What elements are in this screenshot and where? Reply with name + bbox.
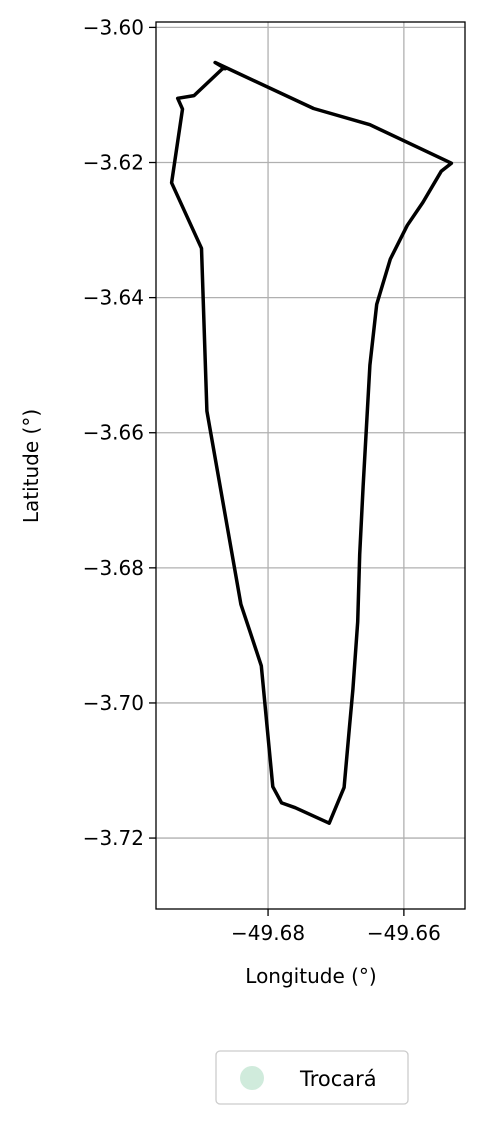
legend-marker-trocara bbox=[240, 1066, 264, 1090]
axis-ticks: −49.68 −49.66 −3.60 −3.62 −3.64 −3.66 −3.68 −3.… bbox=[83, 15, 441, 945]
y-tick-label-1: −3.62 bbox=[83, 151, 144, 175]
y-tick-label-3: −3.66 bbox=[83, 421, 144, 445]
x-tick-label-1: −49.66 bbox=[367, 921, 441, 945]
legend-label-trocara: Trocará bbox=[299, 1067, 377, 1091]
y-tick-label-2: −3.64 bbox=[83, 286, 144, 310]
grid-lines bbox=[156, 22, 465, 909]
y-tick-label-4: −3.68 bbox=[83, 556, 144, 580]
legend: Trocará bbox=[215, 1050, 409, 1105]
y-axis-label: Latitude (°) bbox=[19, 409, 43, 523]
y-tick-label-5: −3.70 bbox=[83, 691, 144, 715]
plot-background bbox=[156, 22, 465, 909]
legend-box bbox=[215, 1050, 409, 1105]
x-axis-label: Longitude (°) bbox=[245, 964, 376, 988]
y-tick-label-6: −3.72 bbox=[83, 826, 144, 850]
plot-frame bbox=[155, 21, 466, 910]
trocara-boundary-line bbox=[169, 60, 454, 825]
y-tick-label-0: −3.60 bbox=[83, 15, 144, 39]
x-tick-label-0: −49.68 bbox=[231, 921, 305, 945]
